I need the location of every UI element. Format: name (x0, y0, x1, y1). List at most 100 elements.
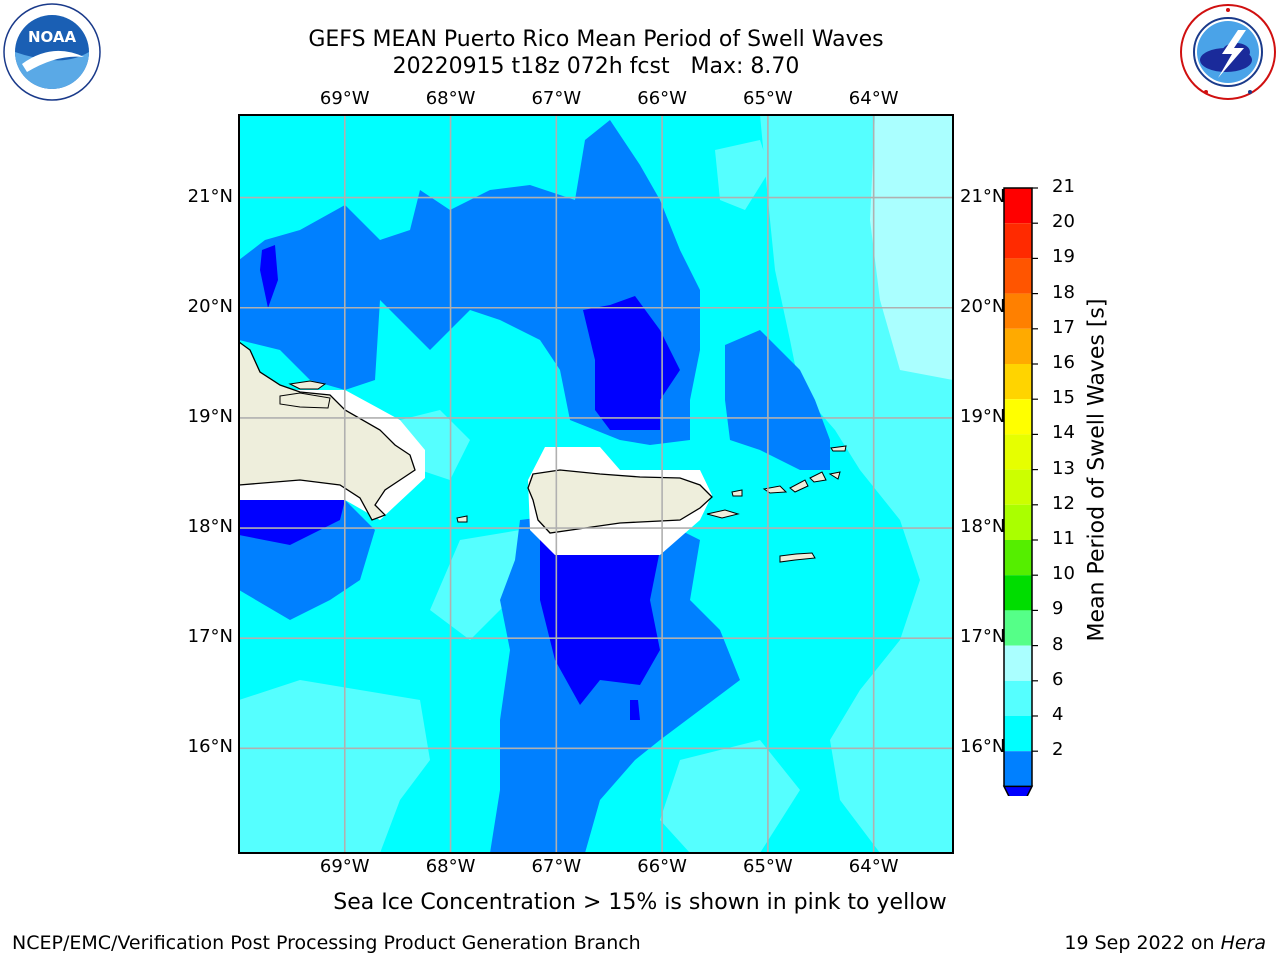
colorbar-band (1004, 223, 1032, 259)
lat-label-left: 20°N (187, 295, 233, 317)
colorbar-label: Mean Period of Swell Waves [s] (1084, 298, 1110, 642)
sea-ice-caption: Sea Ice Concentration > 15% is shown in … (333, 890, 947, 915)
colorbar-band (1004, 328, 1032, 364)
colorbar-tick-label: 16 (1052, 352, 1075, 373)
map-frame (238, 114, 954, 854)
contour-below-2s-dot (630, 700, 640, 720)
lon-label-top: 68°W (425, 88, 476, 109)
map-gridlines (239, 115, 953, 853)
contour-6-8s-south-east (660, 740, 800, 853)
swell-period-field (239, 115, 953, 853)
colorbar-tick-label: 18 (1052, 281, 1075, 303)
footer-date-text: 19 Sep 2022 on (1064, 932, 1215, 954)
lon-label-top: 67°W (531, 88, 582, 109)
contour-2-4s-north (239, 120, 700, 445)
footer-credit: NCEP/EMC/Verification Post Processing Pr… (12, 932, 641, 954)
colorbar-tick-label: 4 (1052, 704, 1064, 725)
contour-6-8s-southwest (239, 680, 430, 853)
colorbar-tick-label: 13 (1052, 457, 1075, 479)
vieques-island (706, 509, 740, 519)
footer-host: Hera (1220, 932, 1266, 954)
colorbar-tick-label: 14 (1052, 422, 1075, 444)
contour-8-9s-northeast (870, 115, 953, 380)
lon-label-bottom: 69°W (319, 856, 370, 877)
lat-label-right: 21°N (960, 185, 1006, 207)
colorbar-frame (1003, 187, 1033, 787)
lat-label-left: 19°N (187, 405, 233, 427)
lat-label-right: 16°N (960, 736, 1006, 758)
tortuga-island (279, 392, 331, 409)
lon-label-top: 69°W (319, 88, 370, 109)
lat-label-left: 18°N (187, 516, 233, 538)
lat-label-left: 16°N (187, 736, 233, 758)
lat-label-left: 21°N (187, 185, 233, 207)
colorbar-tick-label: 15 (1052, 387, 1075, 409)
contour-2-4s-virgin-islands (725, 330, 830, 470)
colorbar-tick-label: 10 (1052, 563, 1075, 585)
colorbar-band (1004, 610, 1032, 646)
colorbar-tick-label: 2 (1052, 739, 1064, 761)
lon-label-top: 65°W (743, 88, 793, 109)
tortola-island (809, 471, 827, 483)
lon-label-bottom: 65°W (743, 856, 793, 877)
colorbar-tick-label: 8 (1052, 633, 1064, 655)
lon-label-bottom: 68°W (425, 856, 476, 877)
lon-label-top: 66°W (637, 88, 687, 109)
footer-date: 19 Sep 2022 on Hera (1064, 932, 1266, 954)
lat-label-right: 19°N (960, 405, 1006, 427)
contour-6-8s-south-patch (430, 530, 520, 640)
lon-label-bottom: 66°W (637, 856, 687, 877)
colorbar-band (1004, 504, 1032, 540)
colorbar-band (1004, 434, 1032, 470)
colorbar-tick-label: 6 (1052, 668, 1064, 690)
colorbar-band (1004, 645, 1032, 681)
colorbar-tick-label: 9 (1052, 598, 1064, 620)
colorbar-tick-label: 19 (1052, 246, 1075, 268)
anegada-island (830, 445, 847, 452)
culebra-island (731, 489, 743, 497)
puerto-rico-land (527, 469, 713, 534)
colorbar-band (1004, 399, 1032, 435)
colorbar-band (1004, 469, 1032, 505)
noaa-logo-text: NOAA (28, 28, 77, 46)
lat-label-right: 20°N (960, 295, 1006, 317)
virgin-gorda-island (828, 471, 841, 480)
nws-logo (1180, 4, 1276, 100)
st-john-island (789, 479, 809, 493)
chart-subtitle: 20220915 t18z 072h fcst Max: 8.70 (392, 54, 800, 79)
contour-below-2s-north (583, 296, 680, 430)
colorbar-band (1004, 188, 1032, 224)
colorbar-band (1004, 751, 1032, 787)
colorbar-band (1004, 364, 1032, 400)
st-croix-island (779, 552, 816, 563)
colorbar-tick-label: 17 (1052, 316, 1075, 338)
colorbar-band (1004, 293, 1032, 329)
colorbar-band (1004, 716, 1032, 752)
hispaniola-land (239, 341, 416, 521)
colorbar-tick-label: 11 (1052, 528, 1075, 549)
tortuga-islet (288, 380, 327, 390)
colorbar-band (1004, 575, 1032, 611)
colorbar-band (1004, 680, 1032, 716)
colorbar-tick-label: 20 (1052, 211, 1075, 233)
lat-label-left: 17°N (187, 626, 233, 648)
lat-label-right: 17°N (960, 626, 1006, 648)
colorbar (1002, 187, 1038, 796)
lon-label-bottom: 67°W (531, 856, 582, 877)
colorbar-tick-label: 21 (1052, 176, 1075, 197)
colorbar-extend-arrow (1002, 785, 1034, 796)
lon-label-bottom: 64°W (848, 856, 899, 877)
contour-below-2s-south (540, 540, 660, 705)
noaa-logo: NOAA (3, 3, 101, 101)
contour-6-8s-north-patch (715, 140, 770, 210)
lat-label-right: 18°N (960, 516, 1006, 538)
colorbar-band (1004, 258, 1032, 294)
chart-title: GEFS MEAN Puerto Rico Mean Period of Swe… (308, 27, 884, 52)
contour-below-2s-west (260, 245, 278, 308)
contour-below-2s-hispaniola (239, 500, 345, 545)
mona-island (456, 515, 468, 523)
colorbar-band (1004, 540, 1032, 576)
colorbar-tick-label: 12 (1052, 492, 1075, 514)
lon-label-top: 64°W (848, 88, 899, 109)
